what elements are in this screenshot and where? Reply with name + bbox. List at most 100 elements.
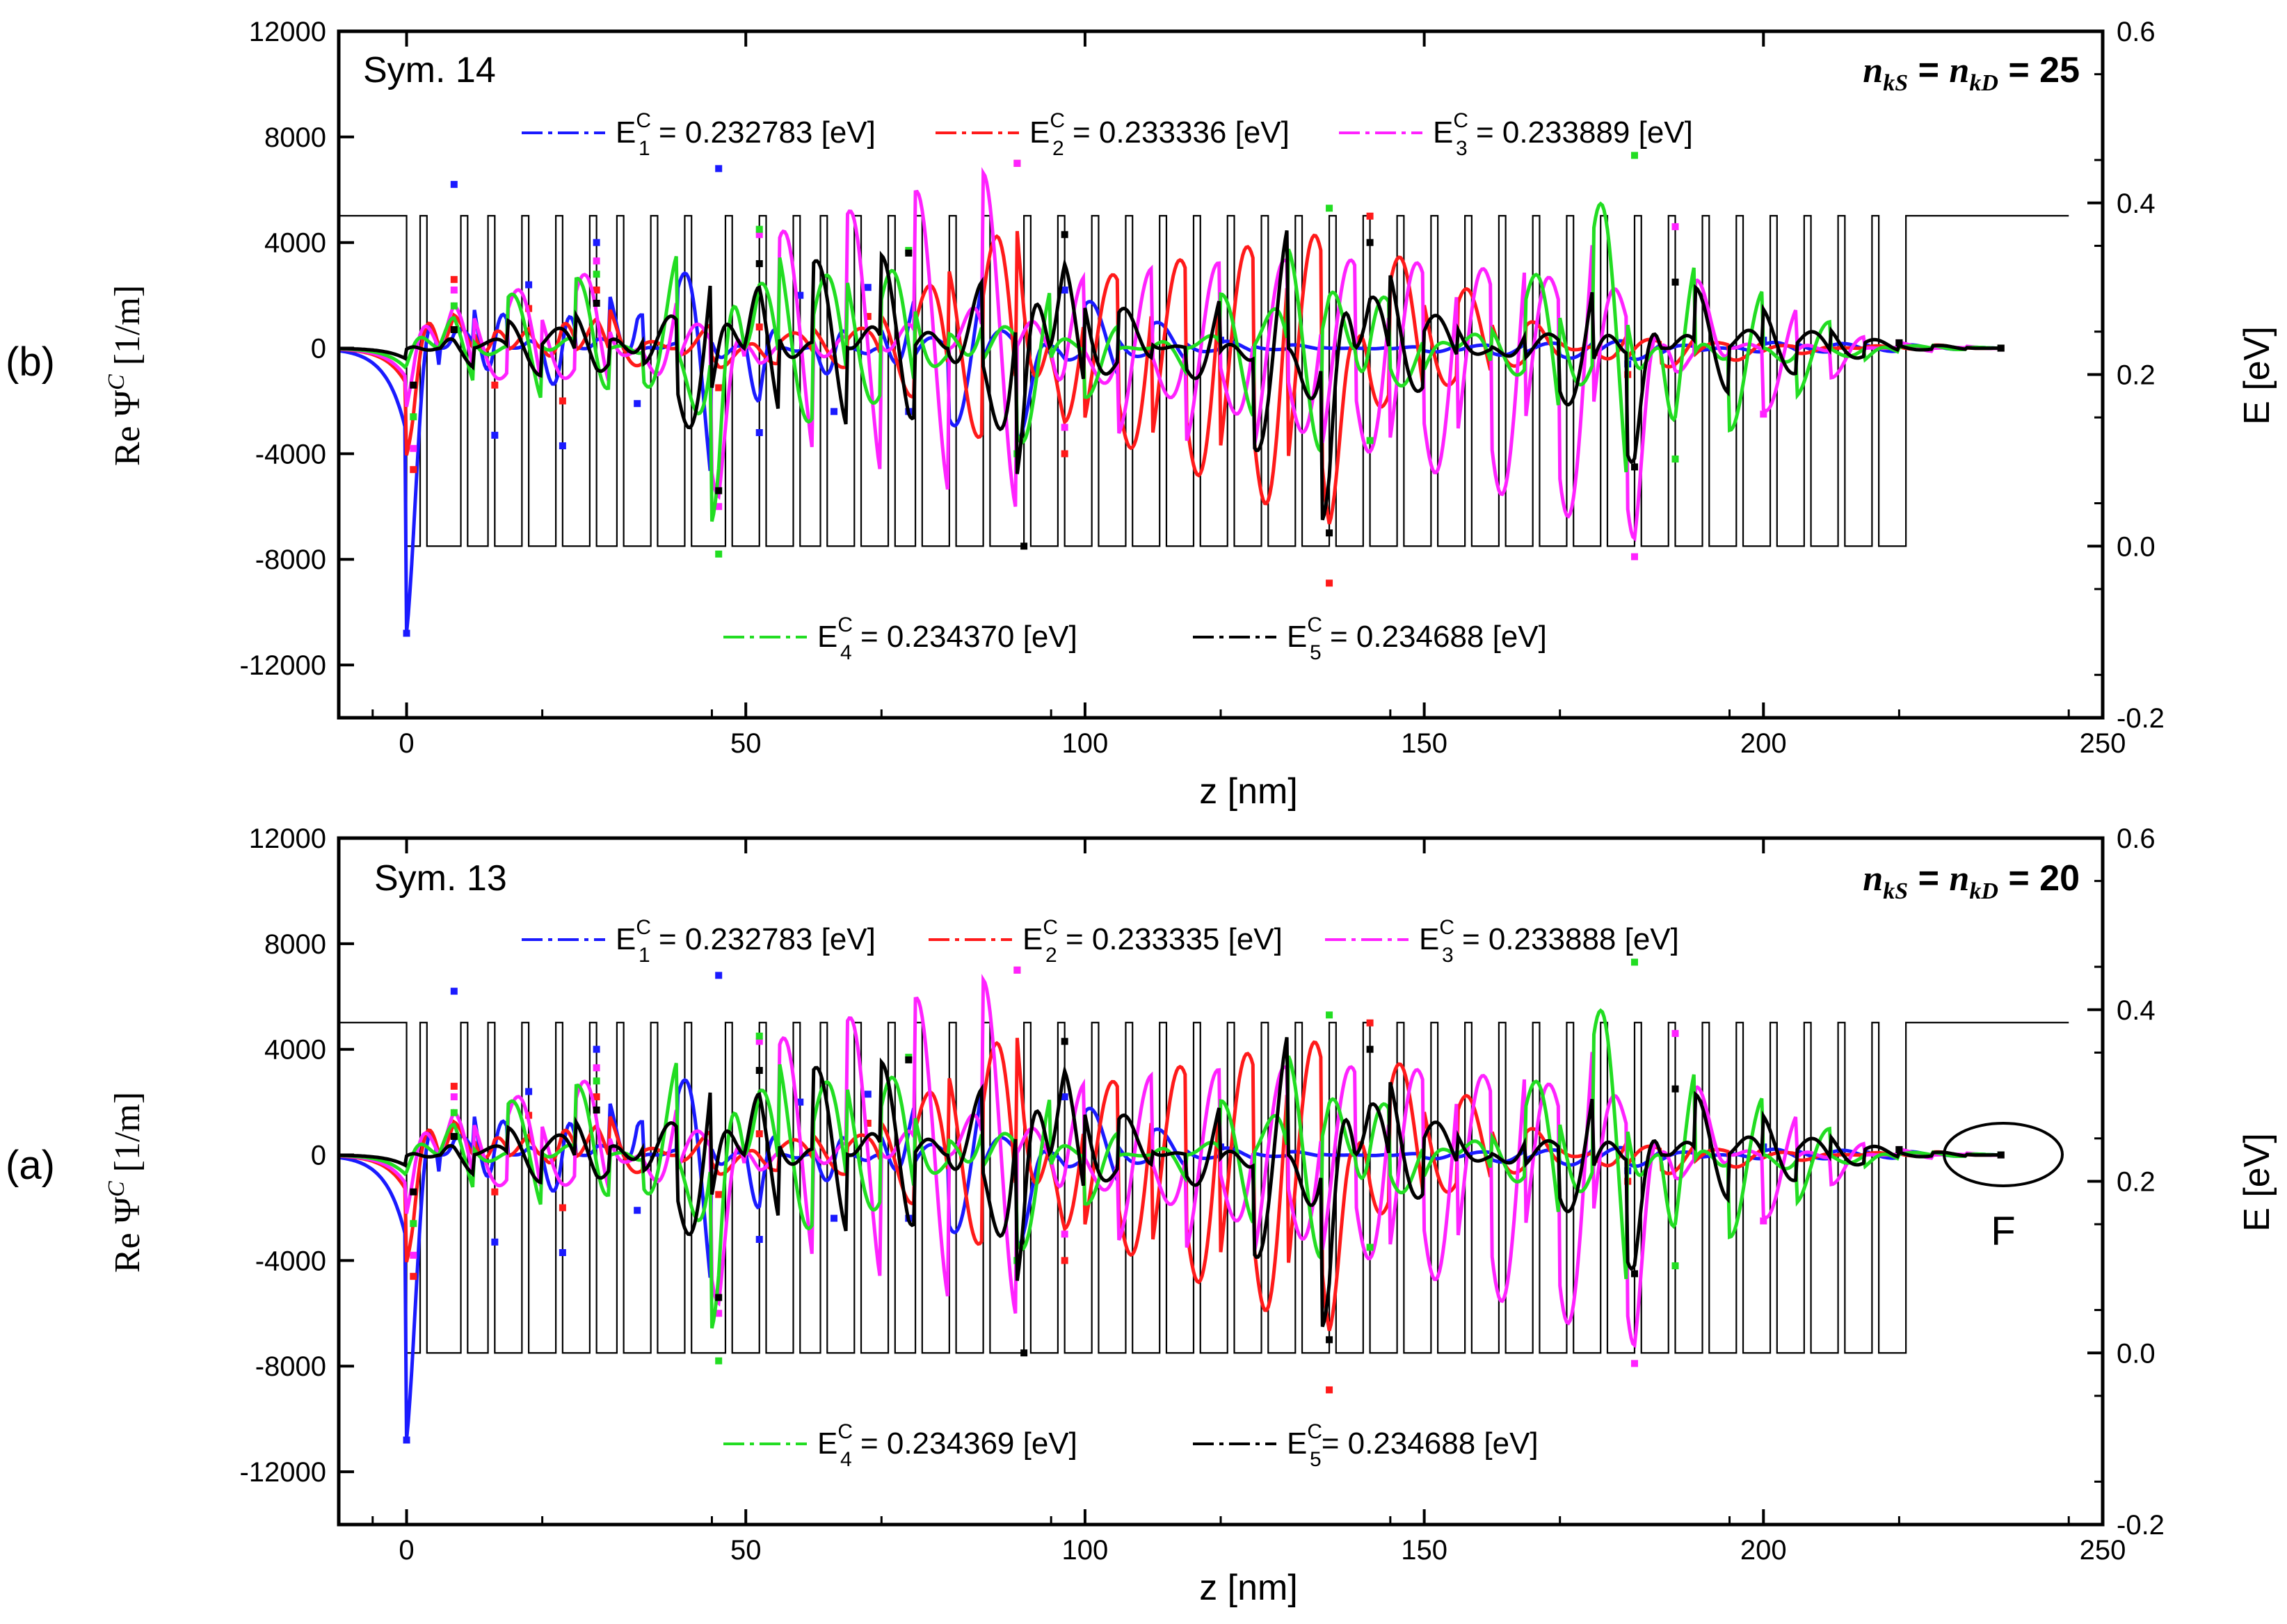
series-5-point — [593, 300, 600, 307]
series-3-point — [593, 257, 600, 264]
series-1-point — [830, 1215, 837, 1222]
series-5-point — [756, 1067, 763, 1074]
series-2-point — [756, 1130, 763, 1137]
y-tick-label: -12000 — [239, 650, 326, 681]
series-5-point — [593, 1107, 600, 1114]
series-1-point — [491, 432, 498, 439]
series-2-point — [410, 1273, 417, 1280]
x-tick-label: 0 — [399, 1535, 414, 1566]
series-line-5 — [339, 230, 2001, 520]
y2-tick-label: 0.4 — [2117, 995, 2156, 1026]
series-1-point — [491, 1239, 498, 1246]
series-line-5 — [339, 1037, 2001, 1326]
series-5-point — [410, 1189, 417, 1196]
y-tick-label: -4000 — [255, 1246, 326, 1276]
series-4-point — [1367, 1244, 1374, 1251]
potential-profile — [339, 216, 2069, 546]
series-2-point — [1326, 579, 1333, 586]
series-1-point — [756, 429, 763, 436]
series-5-point — [410, 382, 417, 389]
series-4-point — [1326, 204, 1333, 211]
bottom-y2-axis-title: E [eV] — [2237, 1133, 2277, 1232]
series-5-point — [715, 488, 722, 495]
panel-top: 0 50 100 150 200 250 -12000 -8000 -4000 0 4000 8000… — [6, 17, 2277, 812]
bottom-y-axis-title: Re ΨC [1/m] — [104, 1092, 147, 1273]
series-1-point — [525, 281, 532, 288]
series-5-point — [1998, 345, 2005, 352]
series-1-point — [403, 630, 410, 637]
legend-label: EC 1 = 0.232783 [eV] — [616, 916, 876, 967]
series-3-point — [1760, 1217, 1767, 1224]
series-line-4 — [339, 1011, 2001, 1328]
series-5-point — [1998, 1152, 2005, 1159]
series-4-point — [410, 1220, 417, 1227]
series-3-point — [1013, 160, 1020, 167]
series-1-point — [451, 181, 458, 188]
series-2-point — [1367, 213, 1374, 220]
series-2-point — [491, 382, 498, 389]
y-tick-label: 12000 — [249, 17, 326, 47]
series-1-point — [634, 400, 641, 407]
series-5-point — [905, 1056, 912, 1063]
series-1-point — [593, 1046, 600, 1053]
legend-label: EC 1 = 0.232783 [eV] — [616, 109, 876, 160]
y2-tick-label: 0.6 — [2117, 823, 2156, 854]
x-tick-label: 200 — [1740, 1535, 1787, 1566]
legend-item-4: EC 4 = 0.234370 [eV] — [723, 613, 1077, 664]
top-panel-tag: (b) — [6, 339, 55, 385]
x-tick-label: 50 — [730, 1535, 762, 1566]
series-2-point — [410, 466, 417, 473]
legend-item-4: EC 4 = 0.234369 [eV] — [723, 1420, 1077, 1471]
legend-label: EC 2 = 0.233335 [eV] — [1022, 916, 1283, 967]
series-1-point — [756, 1236, 763, 1243]
x-tick-label: 100 — [1062, 1535, 1109, 1566]
series-4-point — [593, 271, 600, 278]
series-1-point — [634, 1207, 641, 1214]
bottom-plot-area — [339, 958, 2069, 1443]
series-4-point — [1672, 456, 1679, 463]
series-1-point — [715, 972, 722, 979]
legend-item-1: EC 1 = 0.232783 [eV] — [522, 109, 876, 160]
series-5-point — [905, 250, 912, 257]
series-4-point — [1367, 437, 1374, 444]
series-4-point — [410, 413, 417, 420]
series-4-point — [451, 1109, 458, 1116]
series-line-3 — [339, 980, 2001, 1345]
top-y2-axis-title: E [eV] — [2237, 326, 2277, 425]
legend-item-5: EC 5 = 0.234688 [eV] — [1193, 613, 1547, 664]
series-line-4 — [339, 204, 2001, 522]
y2-tick-label: 0.6 — [2117, 17, 2156, 47]
series-2-point — [1326, 1386, 1333, 1393]
series-5-point — [1672, 1086, 1679, 1093]
series-1-point — [830, 408, 837, 415]
legend-label: EC 3 = 0.233888 [eV] — [1419, 916, 1679, 967]
series-3-point — [451, 1093, 458, 1100]
y-tick-label: 8000 — [264, 929, 326, 960]
y2-tick-label: 0.2 — [2117, 1167, 2156, 1198]
series-4-point — [1326, 1011, 1333, 1018]
series-5-point — [1631, 1270, 1638, 1277]
series-3-point — [1631, 1360, 1638, 1367]
y2-tick-label: -0.2 — [2117, 703, 2165, 734]
y2-tick-label: 0.0 — [2117, 531, 2156, 562]
series-3-point — [1013, 967, 1020, 974]
legend-item-2: EC 2 = 0.233336 [eV] — [936, 109, 1290, 160]
series-1-point — [559, 1249, 566, 1256]
series-3-point — [410, 1252, 417, 1259]
series-2-point — [451, 1083, 458, 1090]
series-3-point — [410, 445, 417, 452]
series-5-point — [1367, 239, 1374, 246]
series-4-point — [1631, 152, 1638, 159]
series-5-point — [756, 260, 763, 267]
y-tick-label: 0 — [311, 1141, 326, 1171]
series-4-point — [756, 1033, 763, 1040]
legend-label: EC 3 = 0.233889 [eV] — [1433, 109, 1693, 160]
series-4-point — [1631, 958, 1638, 965]
series-5-point — [1895, 1146, 1902, 1153]
series-3-point — [1631, 553, 1638, 560]
x-tick-label: 200 — [1740, 728, 1787, 759]
y-tick-label: 0 — [311, 334, 326, 364]
series-2-point — [1061, 1257, 1068, 1264]
y-tick-label: 4000 — [264, 228, 326, 259]
series-5-point — [1367, 1046, 1374, 1053]
